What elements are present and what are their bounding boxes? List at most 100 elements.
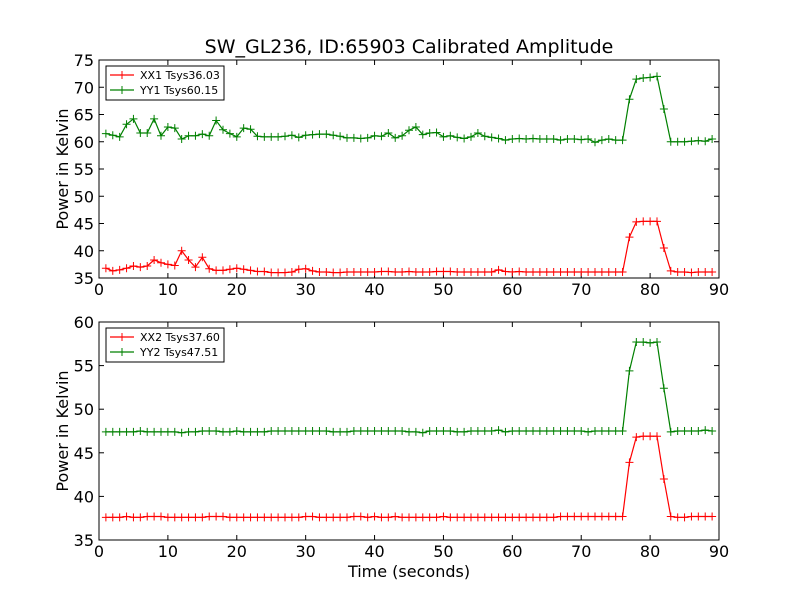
bottom-series-0-point bbox=[515, 513, 524, 522]
top-y-tick-label: 75 bbox=[74, 51, 94, 70]
top-series-1-point bbox=[473, 129, 482, 138]
top-series-0-point bbox=[136, 263, 145, 272]
bottom-series-1-point bbox=[446, 427, 455, 435]
bottom-series-0-point bbox=[480, 513, 489, 522]
top-series-1-point bbox=[439, 132, 448, 141]
top-series-0-point bbox=[129, 262, 138, 271]
top-series-1-point bbox=[680, 137, 689, 146]
top-series-0-point bbox=[480, 268, 489, 277]
top-series-1-point bbox=[191, 131, 200, 140]
top-series-0-point bbox=[205, 264, 214, 273]
bottom-series-0-point bbox=[294, 513, 303, 522]
bottom-y-axis-label: Power in Kelvin bbox=[53, 370, 72, 491]
bottom-series-0-point bbox=[267, 513, 276, 522]
top-series-1-point bbox=[115, 132, 124, 141]
top-x-tick-label: 70 bbox=[571, 280, 591, 299]
top-series-0-point bbox=[659, 244, 668, 253]
top-series-1-point bbox=[129, 114, 138, 123]
top-series-0-point bbox=[391, 268, 400, 277]
bottom-series-1-point bbox=[549, 427, 558, 435]
bottom-series-1-point bbox=[184, 427, 193, 436]
bottom-series-1-point bbox=[294, 427, 303, 435]
bottom-series-1-point bbox=[708, 427, 717, 435]
bottom-series-1-point bbox=[377, 427, 386, 435]
bottom-series-1-point bbox=[281, 427, 289, 435]
bottom-series-0-point bbox=[287, 513, 296, 522]
bottom-x-tick-label: 70 bbox=[571, 542, 591, 561]
top-series-1-point bbox=[405, 126, 413, 135]
top-x-tick-label: 10 bbox=[158, 280, 178, 299]
top-series-1-point bbox=[398, 131, 407, 140]
bottom-series-1-markers bbox=[101, 338, 717, 437]
bottom-series-1-point bbox=[467, 427, 475, 435]
bottom-series-0-point bbox=[563, 512, 572, 521]
top-series-0-point bbox=[556, 268, 565, 277]
bottom-series-0-point bbox=[549, 513, 558, 522]
top-series-0-point bbox=[101, 264, 110, 273]
top-series-1-point bbox=[136, 129, 145, 138]
bottom-series-1-point bbox=[542, 427, 551, 435]
top-series-1-point bbox=[535, 135, 544, 144]
top-series-0-point bbox=[701, 268, 710, 277]
bottom-series-1-point bbox=[501, 427, 510, 436]
top-series-1-point bbox=[219, 125, 227, 134]
bottom-series-0-point bbox=[405, 513, 413, 522]
top-series-0-point bbox=[349, 268, 358, 277]
top-series-1-point bbox=[687, 137, 696, 146]
bottom-legend-box bbox=[105, 327, 225, 363]
bottom-series-0-point bbox=[446, 513, 455, 522]
bottom-series-0-point bbox=[659, 474, 668, 483]
top-series-1-point bbox=[108, 131, 117, 140]
top-series-0-point bbox=[446, 267, 455, 276]
bottom-series-1-point bbox=[480, 427, 489, 435]
bottom-series-0-point bbox=[467, 513, 475, 522]
top-series-0-point bbox=[115, 265, 124, 274]
bottom-series-1-point bbox=[604, 427, 613, 435]
top-series-0-point bbox=[170, 261, 179, 270]
bottom-series-0-point bbox=[542, 513, 551, 522]
bottom-series-0-point bbox=[253, 513, 262, 522]
top-series-0-point bbox=[473, 268, 482, 277]
bottom-series-1-point bbox=[370, 427, 379, 435]
bottom-series-1-point bbox=[163, 427, 172, 436]
bottom-series-0-point bbox=[184, 513, 193, 522]
bottom-series-0-point bbox=[170, 513, 179, 522]
bottom-x-tick-label: 90 bbox=[709, 542, 729, 561]
bottom-series-0-point bbox=[494, 513, 503, 522]
bottom-series-1-point bbox=[432, 427, 441, 435]
top-series-0-point bbox=[329, 268, 338, 277]
top-series-1-point bbox=[418, 130, 427, 139]
bottom-legend-entry-0: XX2 Tsys37.60 bbox=[140, 331, 220, 344]
top-legend-marker-1 bbox=[118, 86, 126, 94]
bottom-series-0-point bbox=[356, 512, 365, 521]
bottom-series-1-point bbox=[597, 427, 606, 435]
top-series-1-point bbox=[618, 136, 627, 145]
top-series-0-point bbox=[522, 268, 531, 277]
top-series-0-point bbox=[246, 266, 255, 275]
top-series-1-point bbox=[508, 135, 517, 144]
bottom-series-0-point bbox=[322, 513, 331, 522]
bottom-series-1-point bbox=[618, 427, 627, 435]
top-series-0-point bbox=[322, 268, 331, 277]
bottom-series-0-point bbox=[529, 513, 537, 522]
top-series-0-point bbox=[687, 268, 696, 277]
bottom-series-0-point bbox=[694, 512, 703, 521]
bottom-series-0-point bbox=[701, 512, 710, 521]
top-series-1-point bbox=[281, 132, 289, 141]
top-series-0-point bbox=[411, 268, 420, 277]
top-series-0-point bbox=[639, 217, 648, 226]
top-series-0-point bbox=[370, 268, 379, 277]
bottom-series-0-point bbox=[611, 512, 620, 521]
bottom-series-0-point bbox=[301, 512, 310, 521]
bottom-series-1-point bbox=[556, 427, 565, 435]
top-series-0-point bbox=[308, 266, 317, 275]
bottom-series-0-point bbox=[343, 513, 351, 522]
top-series-0-point bbox=[584, 268, 593, 277]
bottom-series-1-point bbox=[439, 427, 448, 435]
top-series-0-point bbox=[281, 268, 289, 277]
bottom-x-tick-label: 60 bbox=[502, 542, 522, 561]
bottom-series-1-point bbox=[177, 428, 186, 437]
bottom-series-1-point bbox=[611, 427, 620, 435]
bottom-series-0-point bbox=[570, 512, 579, 521]
top-series-0-point bbox=[253, 267, 262, 276]
